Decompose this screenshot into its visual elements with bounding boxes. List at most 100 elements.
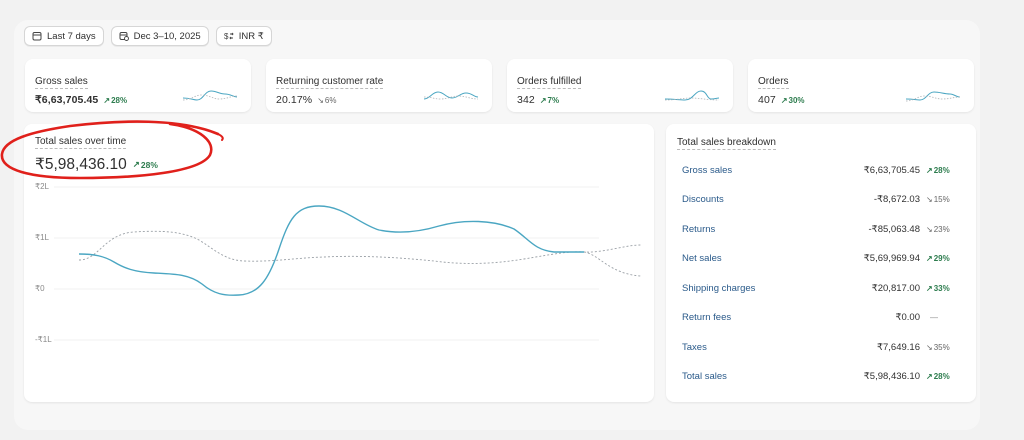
delta-value: 15% [933, 194, 950, 204]
currency-label: INR ₹ [238, 30, 264, 42]
total-sales-value: ₹5,98,436.10 [35, 156, 127, 173]
breakdown-value: ₹5,98,436.10 [863, 370, 920, 382]
currency-button[interactable]: $ INR ₹ [215, 26, 272, 46]
breakdown-delta: ↘ 23% [926, 225, 962, 234]
delta-value: 23% [933, 224, 950, 234]
metric-card-gross-sales[interactable]: Gross sales ₹6,63,705.45 ↗ 28% [25, 59, 251, 112]
arrow-up-icon: ↗ [539, 95, 547, 105]
metric-delta: ↗ 28% [103, 96, 127, 105]
delta-value: 29% [933, 253, 950, 263]
breakdown-row-taxes[interactable]: Taxes ₹7,649.16 ↘ 35% [682, 339, 962, 355]
delta-value: 7% [547, 95, 560, 105]
breakdown-label[interactable]: Taxes [682, 341, 707, 353]
breakdown-row-shipping-charges[interactable]: Shipping charges ₹20,817.00 ↗ 33% [682, 280, 962, 296]
metric-delta: ↗ 30% [781, 96, 805, 105]
metric-value: ₹6,63,705.45 [35, 94, 99, 106]
delta-value: 28% [111, 95, 128, 105]
metric-delta: ↘ 6% [317, 96, 336, 105]
breakdown-delta: ↘ 35% [926, 343, 962, 352]
arrow-up-icon: ↗ [926, 165, 933, 175]
breakdown-row-return-fees[interactable]: Return fees ₹0.00 — [682, 309, 962, 325]
breakdown-row-net-sales[interactable]: Net sales ₹5,69,969.94 ↗ 29% [682, 250, 962, 266]
filter-bar: Last 7 days Dec 3–10, 2025 $ INR ₹ [24, 26, 272, 46]
delta-value: 28% [140, 159, 158, 170]
metric-card-orders-fulfilled[interactable]: Orders fulfilled 342 ↗ 7% [507, 59, 733, 112]
arrow-down-icon: ↘ [926, 194, 933, 204]
breakdown-row-total-sales[interactable]: Total sales ₹5,98,436.10 ↗ 28% [682, 368, 962, 384]
breakdown-label[interactable]: Return fees [682, 311, 732, 323]
previous-period-line [78, 230, 642, 264]
y-tick-label: -₹1L [35, 335, 52, 344]
breakdown-delta: ↗ 28% [926, 372, 962, 381]
sales-breakdown-card: Total sales breakdown Gross sales ₹6,63,… [666, 124, 976, 402]
metric-label: Returning customer rate [276, 76, 384, 89]
breakdown-label[interactable]: Gross sales [682, 164, 733, 176]
sales-line-chart [54, 186, 642, 341]
breakdown-value: ₹7,649.16 [876, 341, 920, 353]
delta-value: 35% [933, 342, 950, 352]
date-range-label: Last 7 days [47, 30, 96, 42]
breakdown-value: -₹85,063.48 [868, 223, 920, 235]
previous-period-line-tail [583, 251, 642, 277]
metric-card-orders[interactable]: Orders 407 ↗ 30% [748, 59, 974, 112]
sales-over-time-card: Total sales over time ₹5,98,436.10 ↗ 28% … [24, 124, 654, 402]
breakdown-delta: ↘ 15% [926, 195, 962, 204]
chart-title: Total sales over time [35, 136, 127, 149]
chart-total-value: ₹5,98,436.10 ↗ 28% [35, 155, 158, 174]
sparkline-chart [182, 90, 238, 101]
metric-label: Orders fulfilled [517, 76, 582, 89]
breakdown-label[interactable]: Total sales [682, 370, 727, 382]
delta-value: 28% [933, 165, 950, 175]
breakdown-delta: ↗ 29% [926, 254, 962, 263]
date-picker-button[interactable]: Dec 3–10, 2025 [110, 26, 209, 46]
arrow-down-icon: ↘ [926, 224, 933, 234]
delta-value: 33% [933, 283, 950, 293]
arrow-up-icon: ↗ [926, 283, 933, 293]
svg-text:$: $ [224, 32, 229, 41]
metric-value: 20.17% [276, 94, 313, 106]
delta-value: 28% [933, 371, 950, 381]
y-tick-label: ₹2L [35, 182, 49, 191]
sparkline-chart [664, 90, 720, 101]
metric-card-returning-rate[interactable]: Returning customer rate 20.17% ↘ 6% [266, 59, 492, 112]
current-period-line [78, 205, 584, 296]
breakdown-row-returns[interactable]: Returns -₹85,063.48 ↘ 23% [682, 221, 962, 237]
breakdown-label[interactable]: Net sales [682, 252, 722, 264]
breakdown-value: ₹5,69,969.94 [863, 252, 920, 264]
y-tick-label: ₹0 [35, 284, 45, 293]
metric-value: 407 [758, 94, 776, 106]
arrow-up-icon: ↗ [780, 95, 788, 105]
sparkline-chart [905, 91, 961, 102]
sparkline-chart [423, 91, 479, 100]
arrow-up-icon: ↗ [132, 159, 140, 169]
metric-delta: ↗ 7% [540, 96, 559, 105]
breakdown-delta: ↗ 28% [926, 166, 962, 175]
breakdown-label[interactable]: Returns [682, 223, 716, 235]
arrow-up-icon: ↗ [926, 253, 933, 263]
breakdown-row-gross-sales[interactable]: Gross sales ₹6,63,705.45 ↗ 28% [682, 162, 962, 178]
breakdown-delta: ↗ 33% [926, 284, 962, 293]
date-range-button[interactable]: Last 7 days [24, 26, 104, 46]
breakdown-value: ₹20,817.00 [871, 282, 920, 294]
arrow-down-icon: ↘ [317, 95, 324, 105]
breakdown-label[interactable]: Discounts [682, 193, 724, 205]
breakdown-delta: — [926, 313, 962, 322]
delta-value: — [930, 312, 938, 322]
total-sales-delta: ↗ 28% [133, 159, 158, 170]
delta-value: 6% [324, 95, 337, 105]
breakdown-value: -₹8,672.03 [873, 193, 920, 205]
breakdown-value: ₹0.00 [895, 311, 920, 323]
arrow-down-icon: ↘ [926, 342, 933, 352]
y-tick-label: ₹1L [35, 233, 49, 242]
breakdown-value: ₹6,63,705.45 [863, 164, 920, 176]
metric-value: 342 [517, 94, 535, 106]
metric-label: Gross sales [35, 76, 88, 89]
breakdown-title: Total sales breakdown [677, 137, 776, 150]
arrow-up-icon: ↗ [103, 95, 111, 105]
breakdown-label[interactable]: Shipping charges [682, 282, 756, 294]
arrow-up-icon: ↗ [926, 371, 933, 381]
calendar-clock-icon [119, 32, 129, 41]
metric-label: Orders [758, 76, 789, 89]
breakdown-row-discounts[interactable]: Discounts -₹8,672.03 ↘ 15% [682, 191, 962, 207]
delta-value: 30% [788, 95, 805, 105]
